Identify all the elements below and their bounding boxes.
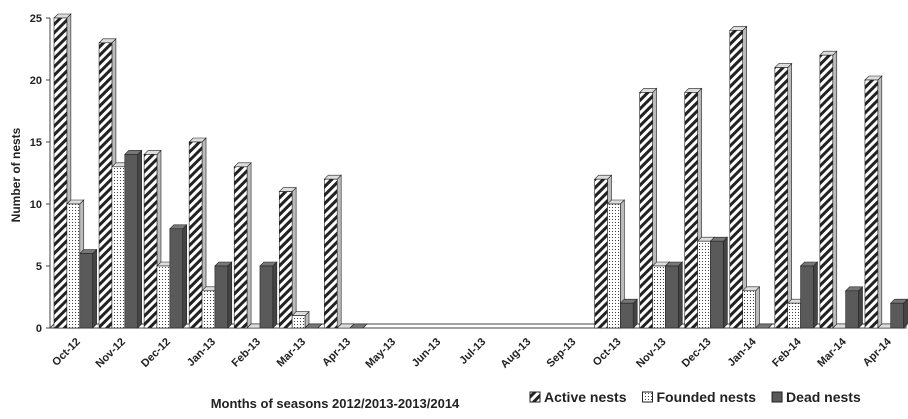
x-tick-label: Oct-13 xyxy=(591,336,624,369)
bar-top xyxy=(754,323,774,329)
bar xyxy=(259,265,274,329)
bar xyxy=(53,17,68,329)
bar xyxy=(819,54,834,329)
bar-top xyxy=(304,323,323,329)
bar-side xyxy=(632,298,638,329)
x-tick-label: Mar-13 xyxy=(275,336,309,370)
bar-side xyxy=(787,62,793,329)
bar xyxy=(66,203,81,329)
bar xyxy=(864,79,879,329)
y-tick-label: 10 xyxy=(30,199,42,211)
bar xyxy=(291,315,306,329)
legend-label: Active nests xyxy=(544,389,627,405)
x-tick-label: Mar-14 xyxy=(815,335,849,369)
x-axis-title: Months of seasons 2012/2013-2013/2014 xyxy=(211,396,460,411)
bar-side xyxy=(92,248,97,329)
x-tick-label: Dec-12 xyxy=(139,336,173,370)
bar-side xyxy=(678,261,683,329)
bar xyxy=(607,203,621,329)
legend-swatch xyxy=(641,391,653,403)
bar xyxy=(639,92,653,329)
x-tick-label: Sep-13 xyxy=(544,336,578,370)
bar-side xyxy=(742,25,747,329)
y-tick-label: 25 xyxy=(30,13,42,25)
x-tick-label: Jan-13 xyxy=(185,336,218,369)
bar xyxy=(594,178,608,329)
legend-swatch xyxy=(771,391,783,403)
x-tick-label: Apr-13 xyxy=(320,336,353,369)
x-tick-label: Jan-14 xyxy=(726,335,760,369)
x-tick-label: Apr-14 xyxy=(861,335,895,369)
bar-side xyxy=(813,261,818,329)
y-tick-label: 20 xyxy=(30,75,42,87)
x-tick-label: Feb-14 xyxy=(770,335,804,369)
y-axis-title: Number of nests xyxy=(9,127,23,222)
bar xyxy=(201,290,216,329)
bar xyxy=(98,42,113,329)
bar xyxy=(143,154,158,329)
bar xyxy=(684,92,698,329)
bar xyxy=(79,253,93,329)
bar xyxy=(742,290,756,329)
bar xyxy=(729,30,743,329)
y-tick-label: 5 xyxy=(36,261,42,273)
bar-side xyxy=(246,162,252,329)
bar-side xyxy=(291,186,297,329)
bar xyxy=(124,154,138,329)
bar xyxy=(278,191,293,329)
bar xyxy=(845,290,859,329)
x-tick-label: Aug-13 xyxy=(499,336,534,371)
y-tick-label: 0 xyxy=(36,323,42,335)
x-tick-label: Oct-12 xyxy=(50,336,83,369)
bar-side xyxy=(272,261,278,329)
x-tick-label: Feb-13 xyxy=(230,336,264,370)
bar xyxy=(214,265,229,329)
bar-side xyxy=(137,149,142,329)
bar-side xyxy=(832,50,838,329)
x-tick-label: May-13 xyxy=(363,336,398,371)
x-tick-label: Jun-13 xyxy=(410,336,444,370)
legend-label: Founded nests xyxy=(656,389,756,405)
bar xyxy=(665,265,679,329)
x-tick-label: Jul-13 xyxy=(457,336,488,367)
bar-side xyxy=(182,224,188,329)
bar xyxy=(787,302,801,329)
legend-swatch xyxy=(529,391,541,403)
bar xyxy=(890,302,904,329)
bar-side xyxy=(755,286,760,329)
bar-side xyxy=(227,261,233,329)
bar xyxy=(156,265,171,329)
bar xyxy=(697,240,711,329)
bar-side xyxy=(858,286,863,329)
bar xyxy=(169,228,184,329)
bar-side xyxy=(903,298,908,329)
bar-top xyxy=(349,323,368,329)
bar xyxy=(800,265,814,329)
bar xyxy=(111,166,126,329)
bar xyxy=(233,166,248,329)
x-tick-label: Nov-13 xyxy=(634,336,668,370)
bar xyxy=(188,141,203,329)
x-tick-label: Nov-12 xyxy=(94,336,128,370)
x-tick-label: Dec-13 xyxy=(680,336,714,370)
y-tick-label: 15 xyxy=(30,137,42,149)
bar xyxy=(710,240,724,329)
bar-side xyxy=(723,236,728,329)
bar xyxy=(774,67,789,329)
bar xyxy=(652,265,666,329)
legend-label: Dead nests xyxy=(786,389,861,405)
bar-side xyxy=(877,75,883,329)
bar xyxy=(324,178,338,329)
bar-side xyxy=(336,174,342,329)
bar xyxy=(620,302,634,329)
